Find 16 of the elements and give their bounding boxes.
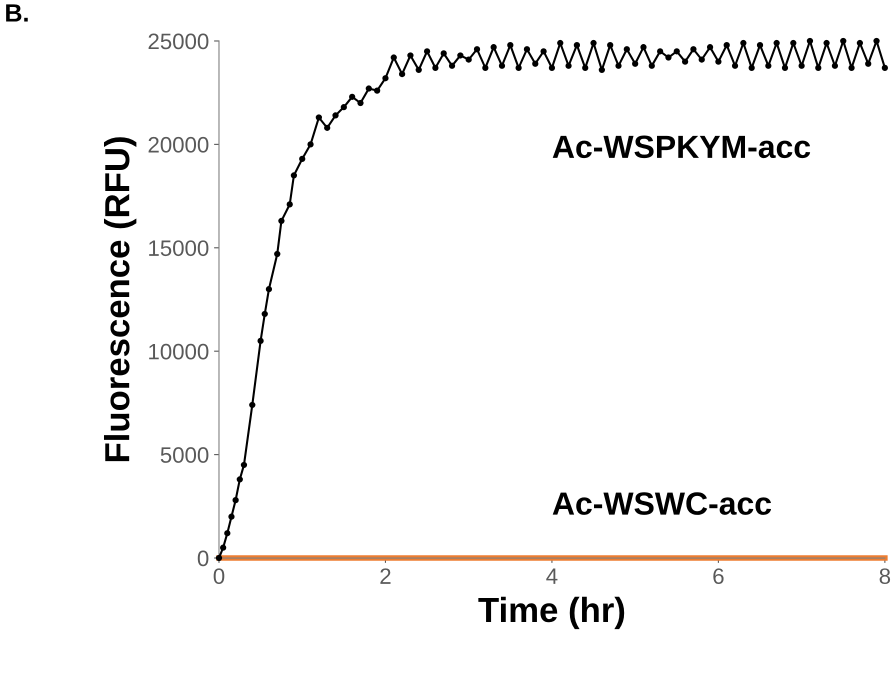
- series-label: Ac-WSWC-acc: [552, 492, 772, 515]
- y-tick-label: 0: [198, 550, 208, 566]
- x-tick-label: 6: [713, 568, 724, 584]
- y-tick-label: 10000: [149, 344, 208, 360]
- y-tick-label: 15000: [149, 240, 208, 256]
- x-tick-label: 0: [214, 568, 224, 584]
- y-axis-title: Fluorescence (RFU): [104, 137, 136, 462]
- x-axis-title: Time (hr): [478, 596, 624, 630]
- x-tick-label: 4: [546, 568, 558, 584]
- x-tick-label: 2: [380, 568, 391, 584]
- y-tick-label: 5000: [160, 447, 208, 463]
- y-tick-label: 25000: [148, 34, 208, 50]
- x-tick-label: 8: [880, 568, 890, 584]
- text: B.: [6, 4, 28, 22]
- y-tick-label: 20000: [148, 136, 208, 153]
- text: Ac-WSPKYM-acc: [552, 136, 810, 158]
